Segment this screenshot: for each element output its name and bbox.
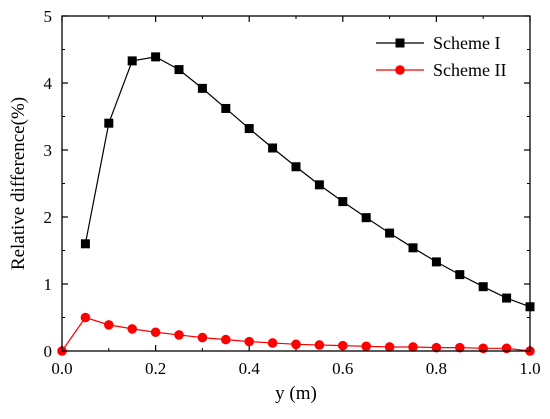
data-point-scheme-i: [174, 65, 184, 75]
legend: Scheme I Scheme II: [376, 33, 506, 80]
legend-label-scheme-i: Scheme I: [433, 33, 500, 53]
data-point-scheme-i: [455, 270, 465, 280]
data-point-scheme-i: [268, 143, 278, 153]
x-axis-label: y (m): [275, 383, 317, 404]
x-tick-label: 1.0: [519, 359, 540, 378]
data-point-scheme-ii: [267, 338, 278, 348]
x-tick-label: 0.0: [51, 359, 72, 378]
data-point-scheme-i: [314, 180, 324, 190]
x-tick-label: 0.4: [239, 359, 261, 378]
data-point-scheme-ii: [174, 330, 184, 340]
data-point-scheme-ii: [361, 341, 372, 352]
y-tick-label: 5: [44, 7, 53, 26]
data-point-scheme-i: [478, 282, 488, 292]
y-tick-label: 3: [44, 141, 53, 160]
data-point-scheme-ii: [455, 342, 465, 353]
legend-label-scheme-ii: Scheme II: [433, 60, 506, 80]
data-point-scheme-ii: [127, 324, 137, 334]
data-point-scheme-i: [291, 162, 301, 172]
data-point-scheme-i: [80, 239, 90, 249]
y-tick-label: 4: [44, 74, 53, 93]
data-point-scheme-i: [151, 52, 161, 62]
y-tick-label: 1: [44, 275, 53, 294]
series-line-scheme-i: [84, 56, 531, 308]
data-point-scheme-ii: [501, 343, 512, 354]
data-point-scheme-i: [127, 56, 137, 66]
data-point-scheme-ii: [408, 342, 418, 352]
data-point-scheme-i: [502, 293, 512, 303]
legend-item-scheme-i: Scheme I: [376, 33, 500, 53]
y-axis-label: Relative difference(%): [8, 97, 29, 270]
plot-frame: [61, 15, 531, 352]
x-tick-label: 0.8: [426, 359, 447, 378]
data-point-scheme-ii: [338, 340, 348, 351]
x-tick-label: 0.6: [332, 359, 353, 378]
data-point-scheme-i: [197, 83, 207, 93]
data-point-scheme-ii: [291, 339, 301, 350]
data-point-scheme-i: [244, 124, 254, 134]
x-tick-label: 0.2: [145, 359, 166, 378]
data-point-scheme-ii: [244, 336, 254, 347]
data-point-scheme-i: [361, 213, 371, 223]
data-point-scheme-ii: [80, 312, 91, 323]
legend-item-scheme-ii: Scheme II: [376, 60, 506, 80]
legend-marker-scheme-i: [395, 38, 405, 48]
data-point-scheme-ii: [197, 332, 208, 343]
data-point-scheme-ii: [104, 320, 114, 330]
data-point-scheme-ii: [431, 342, 442, 353]
data-point-scheme-i: [408, 243, 418, 253]
data-point-scheme-ii: [478, 343, 489, 354]
data-point-scheme-ii: [314, 340, 325, 350]
data-point-scheme-i: [431, 257, 441, 267]
data-point-scheme-i: [104, 118, 114, 128]
legend-marker-scheme-ii: [395, 65, 405, 75]
data-point-scheme-i: [338, 197, 348, 207]
data-point-scheme-ii: [221, 334, 231, 345]
data-point-scheme-i: [385, 228, 395, 238]
series-layer: [57, 52, 535, 356]
data-point-scheme-ii: [384, 342, 395, 352]
data-point-scheme-ii: [150, 327, 161, 338]
data-point-scheme-i: [221, 103, 231, 113]
y-tick-label: 2: [44, 208, 53, 227]
y-tick-label: 0: [44, 342, 53, 361]
